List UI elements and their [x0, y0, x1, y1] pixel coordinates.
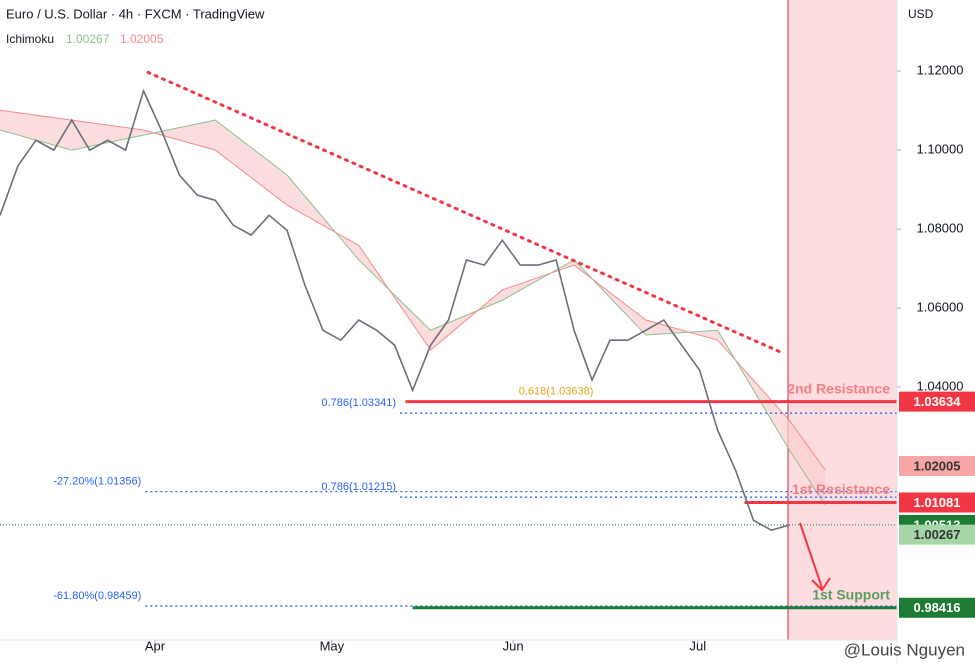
fib-label: 0.618(1.03638) [519, 385, 594, 397]
y-tick-label: 1.04000 [917, 379, 964, 394]
cloud-span-b [0, 109, 826, 471]
indicator-name: Ichimoku [6, 32, 54, 46]
fib-label: 0.786(1.03341) [321, 397, 396, 409]
x-tick-label: Jun [503, 638, 524, 653]
price-tag [899, 455, 975, 476]
y-tick-label: 1.08000 [917, 221, 964, 236]
plot: 0.786(1.03341) -27.20%(1.01356) 0.786(1.01… [0, 70, 897, 610]
price-tag [899, 597, 975, 618]
currency: USD [908, 7, 934, 21]
trendline [146, 70, 782, 354]
indicator-value: 1.00267 [66, 32, 110, 46]
arrow [799, 522, 831, 592]
chart-title: Euro / U.S. Dollar · 4h · FXCM · Trading… [6, 6, 265, 21]
x-tick-label: Apr [145, 638, 166, 653]
fib-label: 0.786(1.01215) [321, 481, 396, 493]
level-label: 1st Resistance [792, 481, 890, 497]
price-tag-label: 1.01081 [914, 495, 961, 510]
watermark: @Louis Nguyen [844, 640, 965, 659]
price-tag-label: 1.03634 [914, 394, 962, 409]
price-tag-label: 1.00267 [914, 527, 961, 542]
forecast-zone [788, 0, 897, 640]
fib-label: -27.20%(1.01356) [53, 476, 141, 488]
price-tag-label: 0.98416 [914, 600, 961, 615]
y-tick-label: 1.06000 [917, 300, 964, 315]
indicator-value: 1.02005 [120, 32, 164, 46]
x-tick-label: Jul [690, 638, 707, 653]
price-tag [899, 524, 975, 545]
y-tick-label: 1.12000 [917, 63, 964, 78]
price-tag-label: 1.02005 [914, 458, 961, 473]
cloud-span-a [0, 119, 826, 506]
level-label: 2nd Resistance [787, 380, 890, 396]
y-tick-label: 1.10000 [917, 142, 964, 157]
level-label: 1st Support [812, 586, 890, 602]
fib-label: -61.80%(0.98459) [53, 590, 141, 602]
price-tag [899, 391, 975, 412]
price-tag [899, 492, 975, 513]
x-tick-label: May [320, 638, 345, 653]
cloud-fill [0, 110, 826, 506]
price-line [0, 88, 790, 532]
